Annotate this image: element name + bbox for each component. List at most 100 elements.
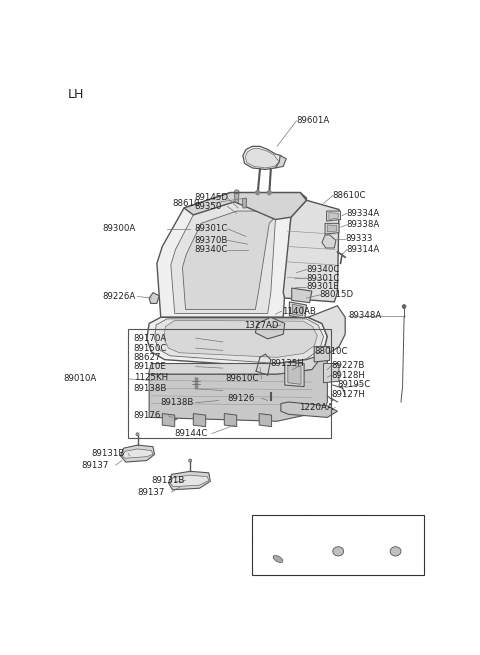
Ellipse shape — [402, 305, 406, 309]
Polygon shape — [234, 193, 239, 202]
Text: 1327AD: 1327AD — [244, 320, 278, 329]
Ellipse shape — [192, 371, 200, 378]
Ellipse shape — [189, 459, 192, 462]
Text: 88610C: 88610C — [333, 191, 366, 200]
Text: 89301C: 89301C — [194, 224, 228, 233]
Text: 1140KX: 1140KX — [378, 524, 413, 533]
Polygon shape — [314, 346, 330, 362]
Polygon shape — [149, 354, 327, 374]
Ellipse shape — [167, 415, 178, 421]
Polygon shape — [327, 225, 336, 232]
Bar — [128, 329, 331, 438]
Text: 89334A: 89334A — [347, 209, 380, 218]
Polygon shape — [224, 413, 237, 426]
Text: 1220AA: 1220AA — [299, 403, 333, 412]
Text: 89300A: 89300A — [103, 224, 136, 233]
Text: 89137: 89137 — [137, 487, 165, 496]
Polygon shape — [164, 320, 317, 358]
Text: 89138B: 89138B — [161, 398, 194, 407]
Ellipse shape — [333, 547, 344, 556]
Text: 89348A: 89348A — [348, 311, 382, 320]
Text: 89131B: 89131B — [91, 449, 124, 458]
Polygon shape — [255, 317, 285, 339]
Text: 89195C: 89195C — [337, 380, 371, 389]
Polygon shape — [162, 413, 175, 426]
Ellipse shape — [267, 191, 271, 195]
Polygon shape — [184, 193, 306, 219]
Bar — [252, 515, 424, 575]
Polygon shape — [171, 202, 290, 314]
Text: 89150C: 89150C — [133, 344, 167, 352]
Text: 89131B: 89131B — [152, 476, 185, 485]
Polygon shape — [285, 362, 304, 386]
Polygon shape — [193, 413, 206, 426]
Text: 88610: 88610 — [172, 199, 200, 208]
Text: 14614: 14614 — [266, 524, 295, 533]
Polygon shape — [292, 304, 303, 316]
Polygon shape — [182, 211, 281, 310]
Text: 88010C: 88010C — [314, 347, 348, 356]
Polygon shape — [120, 445, 155, 462]
Polygon shape — [289, 302, 306, 318]
Text: 88015D: 88015D — [320, 290, 354, 299]
Text: 1125KH: 1125KH — [133, 373, 168, 382]
Polygon shape — [259, 413, 272, 426]
Ellipse shape — [273, 555, 283, 563]
Polygon shape — [242, 198, 247, 208]
Text: 89338A: 89338A — [347, 220, 380, 229]
Text: 89333: 89333 — [345, 234, 372, 243]
Polygon shape — [276, 156, 286, 168]
Ellipse shape — [268, 400, 273, 404]
Ellipse shape — [390, 547, 401, 556]
Polygon shape — [329, 213, 338, 219]
Polygon shape — [170, 475, 209, 487]
Polygon shape — [122, 449, 153, 458]
Polygon shape — [326, 211, 340, 221]
Text: 89110E: 89110E — [133, 362, 167, 371]
Text: 89137: 89137 — [82, 460, 109, 470]
Text: 89601A: 89601A — [296, 117, 330, 126]
Text: 1241AA: 1241AA — [321, 524, 356, 533]
Polygon shape — [322, 235, 336, 248]
Polygon shape — [281, 402, 337, 417]
Polygon shape — [308, 306, 345, 354]
Polygon shape — [292, 288, 312, 303]
Text: 89226A: 89226A — [103, 292, 136, 301]
Polygon shape — [245, 149, 279, 168]
Text: 89340C: 89340C — [194, 245, 228, 254]
Ellipse shape — [267, 312, 284, 325]
Text: 89610C: 89610C — [225, 375, 258, 383]
Text: 1140AB: 1140AB — [282, 307, 315, 316]
Text: 89126: 89126 — [228, 394, 255, 403]
Text: 89350: 89350 — [194, 202, 221, 211]
Text: 89135H: 89135H — [271, 359, 305, 368]
Text: 89340C: 89340C — [306, 265, 340, 274]
Polygon shape — [324, 364, 339, 383]
Text: 89227B: 89227B — [331, 362, 365, 370]
Text: 88627: 88627 — [133, 353, 161, 362]
Text: 89314A: 89314A — [347, 245, 380, 254]
Text: 89127H: 89127H — [331, 390, 365, 399]
Polygon shape — [157, 193, 306, 317]
Polygon shape — [149, 354, 327, 421]
Ellipse shape — [256, 191, 260, 195]
Text: 89370B: 89370B — [194, 236, 228, 245]
Polygon shape — [283, 200, 339, 302]
Ellipse shape — [192, 356, 200, 361]
Text: 89010A: 89010A — [64, 375, 97, 383]
Polygon shape — [147, 317, 327, 367]
Ellipse shape — [269, 314, 282, 323]
Text: 89128H: 89128H — [331, 371, 365, 379]
Text: 89301C: 89301C — [306, 274, 340, 282]
Polygon shape — [325, 223, 339, 234]
Polygon shape — [168, 472, 210, 490]
Text: LH: LH — [68, 88, 84, 101]
Text: 89138B: 89138B — [133, 384, 167, 394]
Text: 89144C: 89144C — [175, 429, 208, 438]
Ellipse shape — [136, 433, 139, 436]
Text: 89170A: 89170A — [133, 333, 167, 343]
Polygon shape — [243, 146, 282, 170]
Ellipse shape — [234, 190, 239, 194]
Text: 89301E: 89301E — [306, 282, 339, 291]
Text: 89145D: 89145D — [194, 193, 228, 202]
